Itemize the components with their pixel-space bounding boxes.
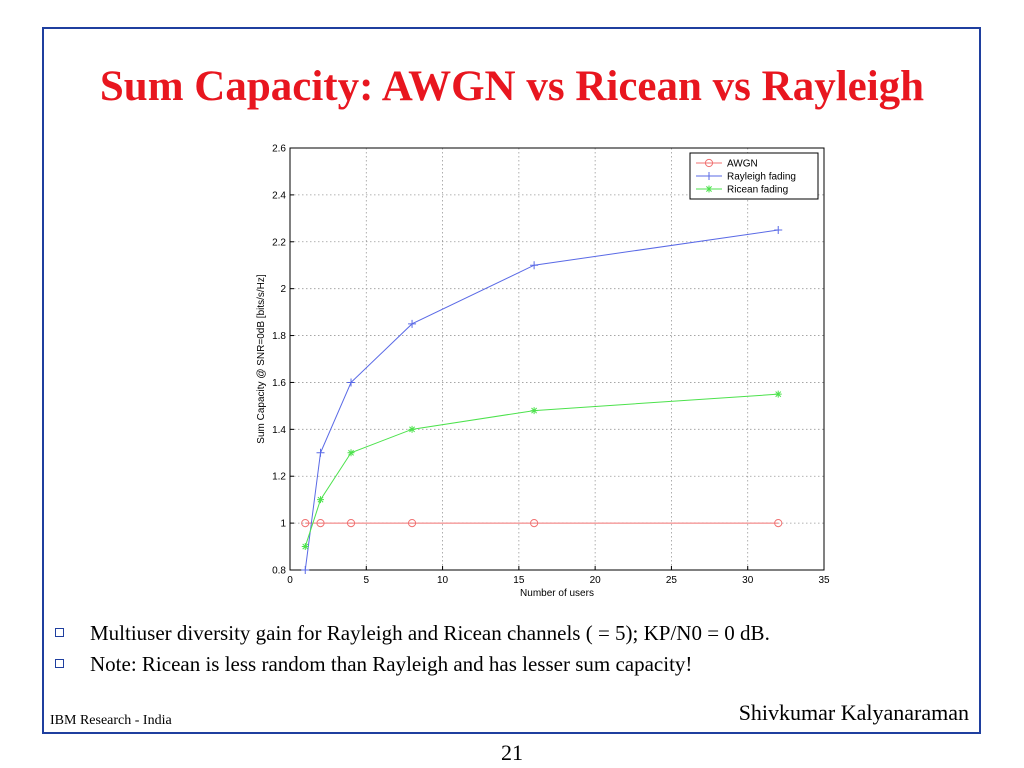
data-point [317,496,325,504]
x-tick-label: 20 [590,575,602,586]
y-tick-label: 2.2 [272,237,286,248]
bullet-text: Note: Ricean is less random than Rayleig… [90,652,693,676]
slide-title: Sum Capacity: AWGN vs Ricean vs Rayleigh [99,63,925,110]
series-lines [301,226,783,574]
data-point [301,566,310,574]
legend-entry: Ricean fading [727,185,788,196]
series-line [304,229,779,571]
data-point [530,519,539,528]
y-axis-label: Sum Capacity @ SNR=0dB [bits/s/Hz] [256,274,267,444]
y-tick-label: 1.4 [272,425,286,436]
data-point [316,448,325,457]
data-point [346,519,356,528]
bullet-item: Note: Ricean is less random than Rayleig… [52,649,952,680]
y-tick-label: 2.6 [272,144,286,155]
legend-entry: AWGN [727,159,758,170]
data-point [347,378,356,387]
plot-border [289,147,825,571]
y-tick-label: 2 [280,284,286,295]
legend-entry: Rayleigh fading [727,172,796,183]
square-bullet-icon [55,628,64,637]
y-tick-label: 1.6 [272,378,286,389]
data-point [408,319,417,328]
x-tick-label: 5 [364,575,370,586]
data-point [774,390,782,398]
chart-svg: 0 5 10 15 20 25 30 35 0.8 1 1.2 1.4 1.6 1.8 2 2.2 2.4 2.6… [256,144,830,600]
data-point [530,261,539,270]
legend-marker [705,172,713,180]
x-tick-label: 30 [742,575,754,586]
x-tick-label: 15 [513,575,525,586]
y-tick-label: 2.4 [272,190,286,201]
slide-frame [42,27,981,734]
data-point [347,449,355,457]
page-number: 21 [501,740,523,765]
data-point [530,407,538,415]
series-awgn [301,519,783,528]
y-tick-label: 0.8 [272,566,286,577]
footer-organization: IBM Research - India [50,713,172,728]
data-point [408,425,416,433]
data-point [316,519,325,528]
square-bullet-icon [55,659,64,668]
grid-lines [290,148,824,570]
axis-ticks: 0 5 10 15 20 25 30 35 0.8 1 1.2 1.4 1.6 1.8 2 2.2 2.4 2.6 [272,144,830,587]
bullet-list: Multiuser diversity gain for Rayleigh an… [52,618,952,680]
x-tick-label: 35 [818,575,830,586]
data-point [774,226,783,235]
legend: AWGN Rayleigh fading Ricean fading [689,152,819,200]
bullet-text: Multiuser diversity gain for Rayleigh an… [90,621,770,645]
legend-marker [705,185,713,193]
legend-marker [704,158,714,168]
data-point [301,519,310,528]
data-point [301,543,309,551]
series-line [304,393,779,547]
x-tick-label: 0 [287,575,293,586]
chart: 0 5 10 15 20 25 30 35 0.8 1 1.2 1.4 1.6 1.8 2 2.2 2.4 2.6… [248,138,838,600]
bullet-item: Multiuser diversity gain for Rayleigh an… [52,618,952,649]
x-tick-label: 25 [666,575,678,586]
y-tick-label: 1 [280,519,286,530]
data-point [407,519,417,528]
y-tick-label: 1.8 [272,331,286,342]
series-rayleigh-fading [301,226,783,574]
x-tick-label: 10 [437,575,449,586]
footer-author: Shivkumar Kalyanaraman [738,700,969,725]
series-ricean-fading [301,390,782,551]
data-point [774,519,783,528]
y-tick-label: 1.2 [272,472,286,483]
x-axis-label: Number of users [520,588,594,599]
